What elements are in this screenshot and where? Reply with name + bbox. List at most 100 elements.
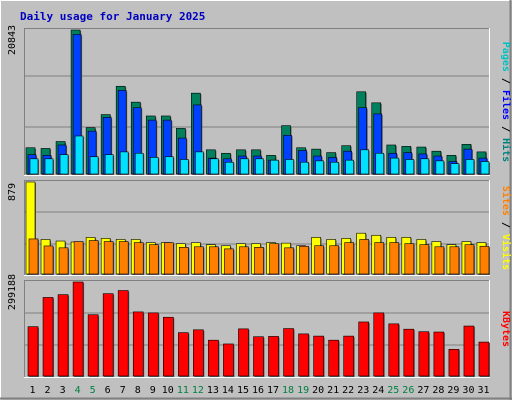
sites-bar-16 xyxy=(254,247,264,275)
day-tick-label-27: 27 xyxy=(417,385,429,396)
pages-bar-11 xyxy=(180,159,189,175)
kbytes-bar-1 xyxy=(27,326,39,377)
day-tick-label-23: 23 xyxy=(357,385,369,396)
kbytes-panel xyxy=(24,280,490,378)
side-label-part-2: Visits xyxy=(500,234,512,270)
pages-bar-16 xyxy=(255,158,264,175)
sites-bar-3 xyxy=(58,247,69,275)
day-tick-label-17: 17 xyxy=(267,385,279,396)
side-label-part-0: Pages xyxy=(500,42,511,72)
kbytes-bar-9 xyxy=(147,312,159,377)
pages-bar-30 xyxy=(465,159,475,175)
pages-bar-19 xyxy=(300,161,309,175)
kbytes-bar-2 xyxy=(42,297,54,377)
day-tick-label-1: 1 xyxy=(30,385,36,396)
pages-bar-5 xyxy=(89,156,99,175)
sites-bar-21 xyxy=(329,245,339,275)
kbytes-bar-16 xyxy=(253,336,264,377)
sites-bar-15 xyxy=(239,246,249,275)
ymax-label-0: 20843 xyxy=(7,25,18,55)
kbytes-bar-15 xyxy=(238,328,249,377)
ymax-label-1: 879 xyxy=(7,183,18,201)
pages-bar-20 xyxy=(315,160,324,175)
day-tick-label-31: 31 xyxy=(477,385,489,396)
kbytes-bar-28 xyxy=(433,331,445,377)
day-tick-label-20: 20 xyxy=(312,385,324,396)
day-tick-label-13: 13 xyxy=(207,385,219,396)
pages-bar-27 xyxy=(420,158,430,175)
kbytes-bar-20 xyxy=(313,335,324,377)
day-tick-label-30: 30 xyxy=(462,385,474,396)
side-label-part-1: / xyxy=(500,72,511,90)
kbytes-bar-18 xyxy=(283,328,294,377)
sites-bar-5 xyxy=(88,240,99,275)
pages-bar-2 xyxy=(44,158,54,175)
ymax-label-2: 299188 xyxy=(7,274,18,310)
pages-bar-4 xyxy=(74,135,84,175)
pages-bar-10 xyxy=(164,156,174,175)
pages-bar-12 xyxy=(195,151,204,175)
pages-bar-1 xyxy=(29,158,39,175)
day-tick-label-11: 11 xyxy=(177,385,189,396)
sites-bar-22 xyxy=(344,242,354,275)
day-tick-label-2: 2 xyxy=(45,385,51,396)
kbytes-bar-31 xyxy=(478,341,490,377)
kbytes-bar-11 xyxy=(178,332,189,377)
kbytes-bar-22 xyxy=(343,335,354,377)
sites-bar-17 xyxy=(269,243,279,275)
pages-bar-24 xyxy=(375,152,385,175)
sites-bar-6 xyxy=(103,241,114,275)
side-label-part-2: Files xyxy=(500,90,512,120)
day-tick-label-18: 18 xyxy=(282,385,294,396)
kbytes-bar-10 xyxy=(162,316,174,377)
pages-bar-29 xyxy=(450,163,460,175)
sites-bar-20 xyxy=(314,245,324,275)
chart-title: Daily usage for January 2025 xyxy=(20,10,205,23)
kbytes-bar-4 xyxy=(72,281,84,377)
day-tick-label-3: 3 xyxy=(60,385,66,396)
sites-bar-11 xyxy=(179,247,189,275)
day-tick-label-21: 21 xyxy=(327,385,339,396)
pages-bar-3 xyxy=(59,154,69,175)
sites-bar-23 xyxy=(359,239,370,275)
kbytes-bar-5 xyxy=(87,314,99,377)
sites-bar-24 xyxy=(374,242,385,275)
sites-bar-1 xyxy=(28,238,39,275)
sites-bar-4 xyxy=(73,241,84,275)
side-label-part-1: / xyxy=(500,216,511,234)
kbytes-bar-27 xyxy=(418,331,430,377)
sites-bar-13 xyxy=(209,246,219,275)
day-tick-label-22: 22 xyxy=(342,385,354,396)
sites-bar-12 xyxy=(194,246,204,275)
side-label-1: Sites / Visits xyxy=(500,186,512,270)
day-axis: 1 2 3 4 5 6 7 8 9 10 11 12 13 14 15 16 17 18 19 20 21 22 23 24 2… xyxy=(30,385,490,396)
kbytes-bar-3 xyxy=(57,294,69,377)
day-tick-label-10: 10 xyxy=(162,385,174,396)
sites-bar-7 xyxy=(118,241,129,275)
sites-bar-10 xyxy=(163,242,174,275)
pages-bar-6 xyxy=(104,154,114,175)
pages-bar-14 xyxy=(225,161,234,175)
sites-bar-28 xyxy=(434,246,445,275)
kbytes-bar-23 xyxy=(358,321,370,377)
day-tick-label-16: 16 xyxy=(252,385,264,396)
sites-bar-18 xyxy=(284,247,294,275)
pages-bar-25 xyxy=(390,157,400,175)
kbytes-bar-6 xyxy=(102,293,114,377)
side-label-part-3: / xyxy=(500,120,511,138)
sites-bar-27 xyxy=(419,244,430,275)
pages-bar-15 xyxy=(240,158,249,175)
sites-bar-19 xyxy=(299,245,309,275)
pages-bar-13 xyxy=(210,158,219,175)
side-label-2: KBytes xyxy=(500,311,511,347)
sites-bar-26 xyxy=(404,243,415,275)
pages-bar-9 xyxy=(149,157,159,175)
kbytes-bar-21 xyxy=(328,339,339,377)
sites-bar-30 xyxy=(464,244,475,275)
side-label-part-0: Sites xyxy=(500,186,512,216)
day-tick-label-6: 6 xyxy=(105,385,111,396)
pages-bar-22 xyxy=(345,159,354,175)
kbytes-bar-30 xyxy=(463,325,475,377)
pages-bar-17 xyxy=(270,159,279,175)
